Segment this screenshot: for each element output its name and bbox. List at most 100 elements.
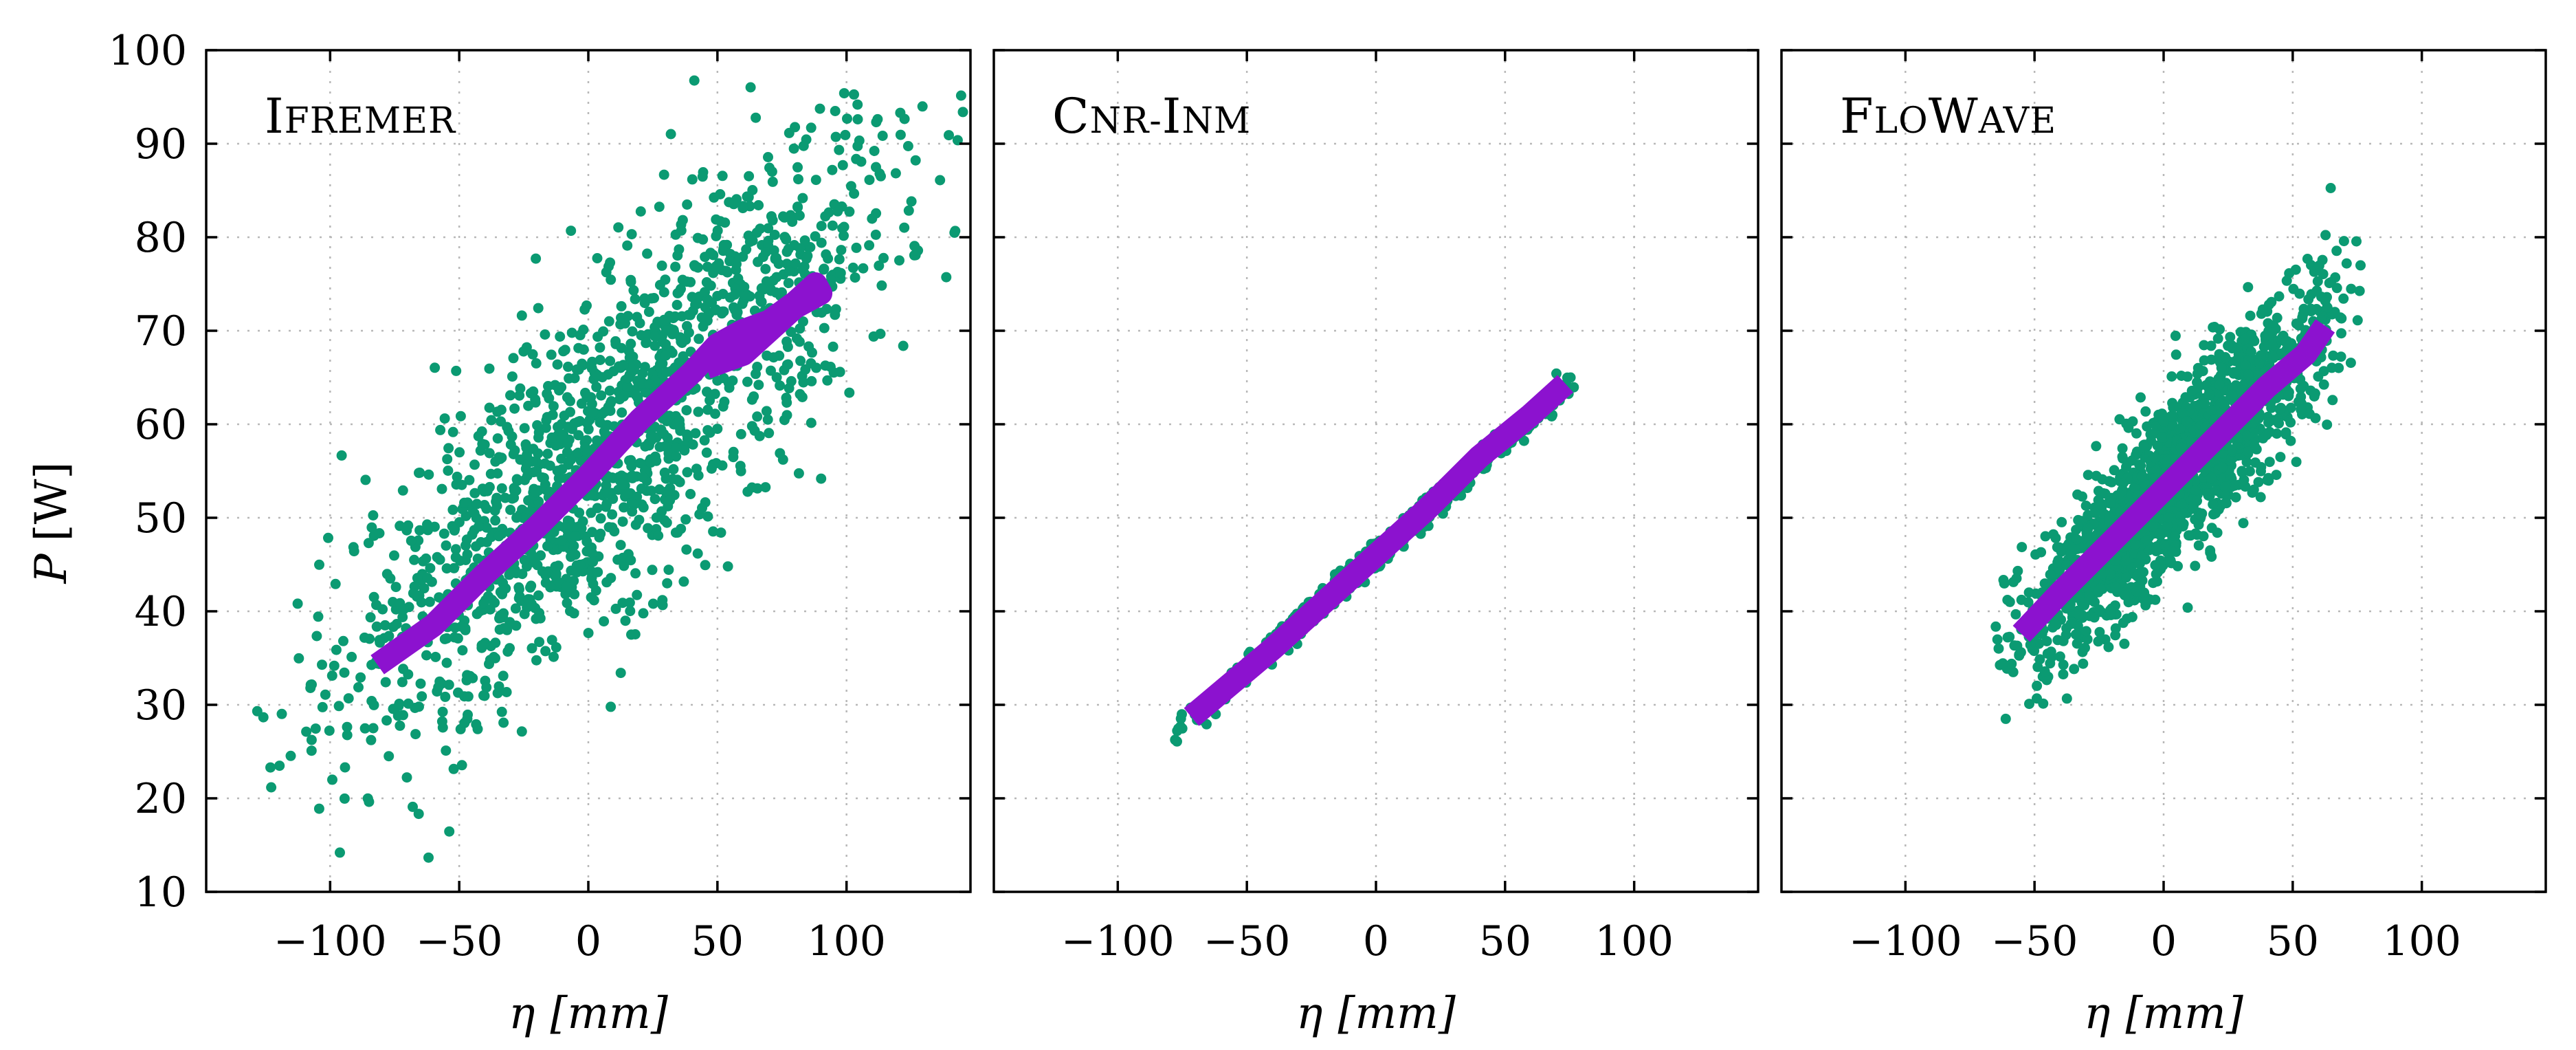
scatter-point (592, 567, 603, 578)
scatter-point (414, 468, 424, 479)
scatter-point (2296, 404, 2307, 415)
scatter-point (479, 439, 490, 450)
scatter-point (2271, 470, 2282, 481)
scatter-point (565, 406, 575, 417)
scatter-point (2012, 565, 2023, 576)
scatter-point (875, 329, 886, 339)
scatter-point (555, 331, 566, 342)
scatter-point (2137, 575, 2148, 586)
scatter-point (456, 479, 467, 490)
scatter-point (836, 245, 847, 256)
scatter-point (625, 606, 636, 617)
scatter-point (874, 168, 885, 179)
scatter-point (2175, 423, 2186, 434)
scatter-point (498, 670, 509, 681)
scatter-point (790, 258, 801, 269)
scatter-point (627, 326, 638, 337)
scatter-point (2083, 470, 2094, 481)
scatter-point (484, 448, 495, 459)
scatter-point (2002, 595, 2013, 605)
scatter-point (819, 322, 830, 333)
scatter-point (792, 201, 803, 212)
trend-line (2012, 319, 2335, 642)
scatter-point (408, 801, 418, 812)
scatter-point (2335, 312, 2346, 323)
scatter-point (384, 631, 395, 642)
scatter-point (397, 485, 408, 496)
scatter-point (490, 653, 500, 664)
scatter-point (601, 480, 612, 491)
scatter-point (763, 152, 773, 162)
scatter-point (2135, 392, 2146, 403)
scatter-point (653, 530, 664, 541)
scatter-point (614, 394, 625, 405)
scatter-point (2158, 416, 2169, 427)
y-tick-label: 100 (108, 27, 187, 75)
scatter-point (671, 300, 682, 310)
x-tick-label: −100 (274, 917, 387, 965)
scatter-point (2047, 622, 2058, 633)
scatter-point (455, 411, 466, 422)
scatter-point (2096, 569, 2107, 580)
scatter-point (903, 205, 914, 216)
scatter-point (658, 287, 669, 298)
scatter-point (2285, 435, 2296, 446)
x-tick-label: −50 (416, 917, 503, 965)
scatter-point (837, 160, 848, 171)
scatter-point (498, 717, 509, 728)
scatter-point (2089, 507, 2100, 518)
scatter-point (2058, 669, 2069, 680)
scatter-point (661, 367, 671, 378)
scatter-point (2285, 417, 2296, 428)
panel-flowave: −100 −50 0 50 100 FLOWAVE η [mm] (1780, 49, 2547, 1039)
scatter-point (699, 435, 710, 446)
scatter-point (670, 229, 681, 240)
scatter-point (553, 439, 564, 450)
scatter-point (755, 296, 766, 307)
scatter-point (401, 772, 412, 783)
scatter-point (505, 439, 516, 450)
scatter-point (496, 483, 507, 494)
scatter-point (2227, 390, 2238, 401)
scatter-point (656, 260, 667, 271)
scatter-point (2352, 315, 2363, 326)
scatter-point (2236, 467, 2247, 478)
scatter-point (2151, 464, 2161, 475)
scatter-point (742, 289, 753, 300)
scatter-point (693, 333, 704, 344)
scatter-point (338, 635, 348, 646)
scatter-point (763, 223, 774, 234)
scatter-point (683, 327, 694, 338)
scatter-point (637, 472, 648, 483)
scatter-point (292, 598, 303, 609)
scatter-point (2010, 609, 2021, 620)
scatter-point (2177, 408, 2188, 419)
scatter-point (701, 447, 712, 458)
scatter-point (2117, 443, 2128, 454)
scatter-point (2110, 555, 2121, 566)
scatter-point (647, 565, 658, 576)
scatter-point (553, 560, 564, 571)
scatter-point (546, 349, 557, 360)
scatter-point (2245, 310, 2256, 321)
scatter-point (712, 424, 723, 435)
scatter-point (674, 287, 685, 298)
scatter-point (2223, 340, 2234, 351)
scatter-point (2275, 452, 2286, 463)
scatter-point (595, 355, 606, 365)
scatter-point (313, 803, 324, 814)
scatter-point (711, 214, 722, 225)
scatter-point (682, 199, 693, 210)
scatter-point (366, 522, 377, 533)
x-tick-label: 50 (691, 917, 744, 965)
scatter-point (842, 113, 852, 124)
scatter-point (619, 502, 630, 513)
scatter-point (654, 441, 665, 452)
scatter-point (635, 206, 646, 217)
scatter-point (623, 311, 634, 322)
scatter-point (601, 267, 612, 278)
scatter-point (2247, 488, 2258, 498)
scatter-point (2151, 543, 2162, 554)
scatter-point (592, 435, 602, 446)
scatter-point (735, 428, 746, 439)
